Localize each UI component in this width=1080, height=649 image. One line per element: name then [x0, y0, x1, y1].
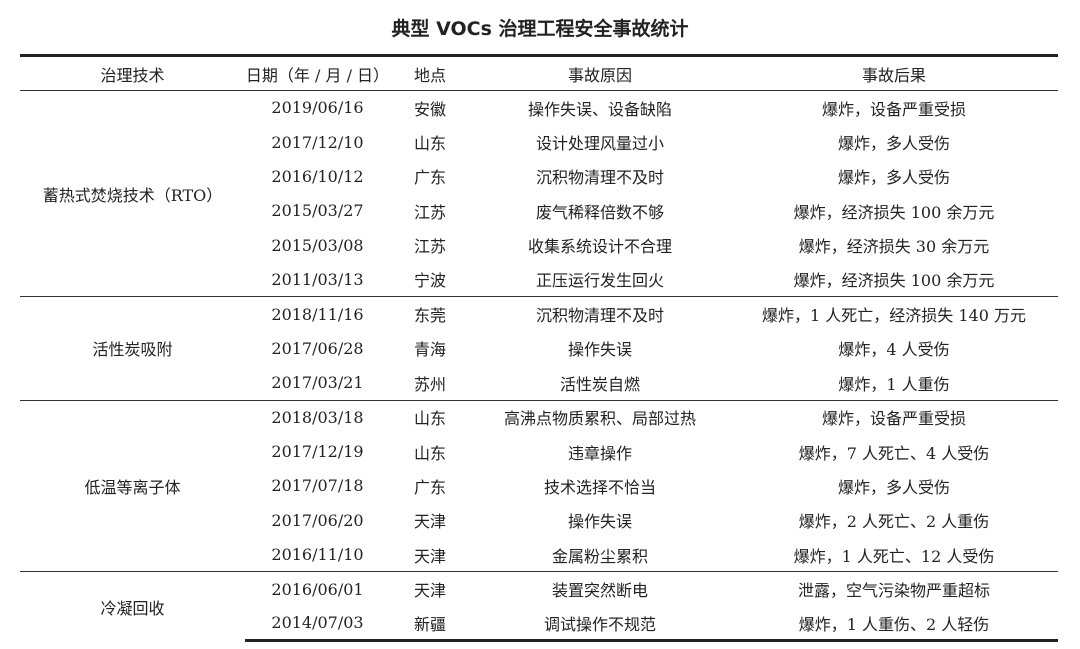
cause-cell: 废气稀释倍数不够 — [535, 202, 664, 222]
place-cell: 江苏 — [413, 202, 446, 222]
result-cell: 泄露，空气污染物严重超标 — [730, 571, 1058, 607]
header-technology: 治理技术 — [20, 54, 245, 91]
place-cell: 广东 — [413, 477, 446, 497]
technology-cell: 活性炭吸附 — [20, 296, 245, 401]
date-cell: 2011/03/13 — [271, 269, 364, 289]
header-date: 日期（年 / 月 / 日） — [245, 54, 390, 91]
table-row: 2017/03/21 苏州 活性炭自燃 爆炸，1 人重伤 — [20, 366, 1058, 400]
table-row: 2015/03/27 江苏 废气稀释倍数不够 爆炸，经济损失 100 余万元 — [20, 194, 1058, 228]
result-cell: 爆炸，7 人死亡、4 人受伤 — [798, 443, 990, 463]
result-cell: 爆炸，经济损失 100 余万元 — [793, 202, 995, 222]
result-cell: 爆炸，4 人受伤 — [838, 340, 950, 360]
table-row: 2014/07/03 新疆 调试操作不规范 爆炸，1 人重伤、2 人轻伤 — [20, 606, 1058, 643]
cause-cell: 设计处理风量过小 — [535, 134, 664, 154]
date-cell: 2016/10/12 — [271, 166, 364, 186]
table-title: 典型 VOCs 治理工程安全事故统计 — [391, 18, 689, 40]
header-cause: 事故原因 — [470, 54, 730, 91]
table-row: 2017/06/20 天津 操作失误 爆炸，2 人死亡、2 人重伤 — [20, 503, 1058, 537]
cause-cell: 违章操作 — [567, 443, 632, 463]
result-cell: 爆炸，经济损失 100 余万元 — [793, 271, 995, 291]
cause-cell: 沉积物清理不及时 — [470, 296, 730, 332]
header-result: 事故后果 — [730, 54, 1058, 91]
cause-cell: 操作失误 — [567, 512, 632, 532]
date-cell: 2015/03/08 — [271, 235, 364, 255]
table-row: 2017/12/19 山东 违章操作 爆炸，7 人死亡、4 人受伤 — [20, 434, 1058, 468]
table-row: 2017/07/18 广东 技术选择不恰当 爆炸，多人受伤 — [20, 469, 1058, 503]
date-cell: 2017/06/20 — [271, 510, 364, 530]
place-cell: 东莞 — [390, 296, 470, 332]
cause-cell: 装置突然断电 — [470, 571, 730, 607]
place-cell: 江苏 — [413, 237, 446, 257]
table-row: 活性炭吸附 2018/11/16 东莞 沉积物清理不及时 爆炸，1 人死亡，经济损失 1… — [20, 296, 1058, 401]
cause-cell: 沉积物清理不及时 — [535, 168, 664, 188]
date-cell: 2018/11/16 — [245, 296, 390, 332]
header-place: 地点 — [390, 54, 470, 91]
result-cell: 爆炸，1 人死亡、12 人受伤 — [793, 546, 995, 566]
cause-cell: 收集系统设计不合理 — [527, 237, 672, 257]
place-cell: 天津 — [390, 571, 470, 607]
result-cell: 爆炸，设备严重受损 — [730, 399, 1058, 435]
result-cell: 爆炸，设备严重受损 — [730, 89, 1058, 125]
date-cell: 2018/03/18 — [245, 399, 390, 435]
date-cell: 2017/07/18 — [271, 476, 364, 496]
result-cell: 爆炸，1 人死亡，经济损失 140 万元 — [730, 296, 1058, 332]
date-cell: 2017/12/19 — [271, 442, 364, 462]
table-row: 2017/06/28 青海 操作失误 爆炸，4 人受伤 — [20, 331, 1058, 365]
result-cell: 爆炸，2 人死亡、2 人重伤 — [798, 512, 990, 532]
date-cell: 2014/07/03 — [245, 606, 390, 643]
cause-cell: 技术选择不恰当 — [543, 477, 656, 497]
technology-cell: 蓄热式焚烧技术（RTO） — [20, 89, 245, 297]
result-cell: 爆炸，经济损失 30 余万元 — [798, 237, 990, 257]
place-cell: 山东 — [413, 443, 446, 463]
cause-cell: 操作失误 — [567, 340, 632, 360]
cause-cell: 调试操作不规范 — [470, 606, 730, 643]
table-row: 2015/03/08 江苏 收集系统设计不合理 爆炸，经济损失 30 余万元 — [20, 228, 1058, 262]
technology-cell: 冷凝回收 — [20, 571, 245, 641]
place-cell: 新疆 — [390, 606, 470, 643]
result-cell: 爆炸，多人受伤 — [837, 477, 950, 497]
table-row: 冷凝回收 2016/06/01 天津 装置突然断电 泄露，空气污染物严重超标 — [20, 571, 1058, 641]
accident-table: 治理技术 日期（年 / 月 / 日） 地点 事故原因 事故后果 蓄热式焚烧技术（… — [20, 54, 1058, 643]
table-row: 低温等离子体 2018/03/18 山东 高沸点物质累积、局部过热 爆炸，设备严重受损 — [20, 399, 1058, 572]
header-row: 治理技术 日期（年 / 月 / 日） 地点 事故原因 事故后果 — [20, 54, 1058, 91]
result-cell: 爆炸，1 人重伤 — [838, 374, 950, 394]
table-row: 2016/11/10 天津 金属粉尘累积 爆炸，1 人死亡、12 人受伤 — [20, 538, 1058, 572]
date-cell: 2016/06/01 — [245, 571, 390, 607]
date-cell: 2017/12/10 — [271, 132, 364, 152]
result-cell: 爆炸，1 人重伤、2 人轻伤 — [730, 606, 1058, 643]
cause-cell: 高沸点物质累积、局部过热 — [470, 399, 730, 435]
result-cell: 爆炸，多人受伤 — [837, 134, 950, 154]
place-cell: 苏州 — [413, 374, 446, 394]
technology-cell: 低温等离子体 — [20, 399, 245, 572]
date-cell: 2017/03/21 — [271, 373, 364, 393]
table-row: 蓄热式焚烧技术（RTO） 2019/06/16 安徽 操作失误、设备缺陷 爆炸，设备严重… — [20, 89, 1058, 297]
cause-cell: 操作失误、设备缺陷 — [470, 89, 730, 125]
place-cell: 安徽 — [390, 89, 470, 125]
place-cell: 青海 — [413, 340, 446, 360]
place-cell: 天津 — [413, 546, 446, 566]
date-cell: 2019/06/16 — [245, 89, 390, 125]
result-cell: 爆炸，多人受伤 — [837, 168, 950, 188]
table-row: 2016/10/12 广东 沉积物清理不及时 爆炸，多人受伤 — [20, 159, 1058, 193]
date-cell: 2017/06/28 — [271, 338, 364, 358]
place-cell: 广东 — [413, 168, 446, 188]
place-cell: 宁波 — [413, 271, 446, 291]
place-cell: 天津 — [413, 512, 446, 532]
cause-cell: 正压运行发生回火 — [535, 271, 664, 291]
date-cell: 2015/03/27 — [271, 201, 364, 221]
cause-cell: 活性炭自燃 — [559, 374, 640, 394]
place-cell: 山东 — [390, 399, 470, 435]
date-cell: 2016/11/10 — [271, 545, 364, 565]
table-row: 2017/12/10 山东 设计处理风量过小 爆炸，多人受伤 — [20, 125, 1058, 159]
place-cell: 山东 — [413, 134, 446, 154]
cause-cell: 金属粉尘累积 — [551, 546, 648, 566]
table-row: 2011/03/13 宁波 正压运行发生回火 爆炸，经济损失 100 余万元 — [20, 262, 1058, 296]
